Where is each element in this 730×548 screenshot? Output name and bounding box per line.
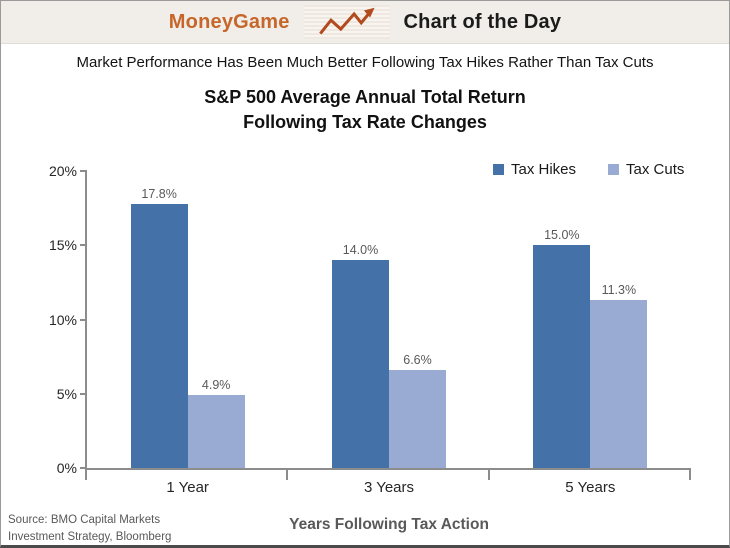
y-axis-tick-label: 5% (56, 385, 77, 402)
chart-title-line-1: S&P 500 Average Annual Total Return (204, 87, 526, 107)
x-axis-tick-mark (689, 468, 691, 480)
bar-value-label: 6.6% (403, 352, 432, 367)
source-attribution: Source: BMO Capital Markets Investment S… (8, 512, 171, 545)
chart-legend: Tax Hikes Tax Cuts (493, 161, 684, 178)
zigzag-trend-arrow-icon (303, 5, 390, 39)
x-axis-tick-mark (487, 468, 490, 480)
bar-value-label: 4.9% (201, 378, 231, 393)
bar-tax-hikes-1-year (130, 203, 188, 468)
x-axis-baseline (85, 468, 691, 470)
x-axis-tick-mark (85, 468, 87, 480)
chart-subtitle: Market Performance Has Been Much Better … (76, 54, 654, 71)
bar-tax-cuts-1-year (187, 395, 245, 468)
x-axis-category-label: 5 Years (565, 479, 616, 496)
bar-tax-cuts-5-years (590, 300, 648, 468)
legend-item-tax-hikes: Tax Hikes (493, 161, 576, 178)
x-axis-tick-mark (286, 468, 289, 480)
y-axis-tick-mark (80, 392, 87, 395)
bar-value-label: 11.3% (601, 283, 637, 298)
bar-tax-hikes-3-years (332, 260, 389, 468)
y-axis-tick-label: 10% (48, 311, 77, 328)
y-axis-tick-mark (80, 170, 87, 172)
bar-tax-hikes-5-years (533, 245, 591, 468)
x-axis-category-label: 1 Year (166, 479, 209, 496)
legend-label-tax-cuts: Tax Cuts (626, 161, 685, 178)
y-axis-tick-label: 20% (48, 163, 77, 179)
source-line-1: Source: BMO Capital Markets (8, 514, 161, 526)
y-axis-line (85, 171, 87, 470)
source-line-2: Investment Strategy, Bloomberg (8, 530, 172, 543)
header-title: Chart of the Day (403, 10, 562, 33)
legend-item-tax-cuts: Tax Cuts (608, 161, 684, 178)
legend-swatch-tax-cuts (608, 164, 620, 175)
header-banner: MoneyGame Chart of the Day (1, 1, 729, 44)
y-axis-tick-mark (80, 244, 87, 247)
chart-title: S&P 500 Average Annual Total Return Foll… (1, 85, 729, 135)
bar-value-label: 15.0% (544, 228, 580, 243)
y-axis-tick-label: 15% (48, 237, 77, 254)
x-axis-title: Years Following Tax Action (289, 516, 489, 533)
chart-title-line-2: Following Tax Rate Changes (243, 112, 487, 132)
brand-logo-text: MoneyGame (168, 10, 290, 33)
bar-tax-cuts-3-years (389, 369, 446, 468)
y-axis-tick-mark (80, 318, 87, 321)
y-axis-tick-mark (80, 467, 87, 469)
bar-value-label: 17.8% (141, 186, 177, 201)
x-axis-category-label: 3 Years (363, 479, 415, 496)
legend-swatch-tax-hikes (493, 164, 504, 175)
bar-value-label: 14.0% (342, 243, 379, 258)
y-axis-tick-label: 0% (56, 460, 77, 476)
legend-label-tax-hikes: Tax Hikes (511, 161, 577, 178)
